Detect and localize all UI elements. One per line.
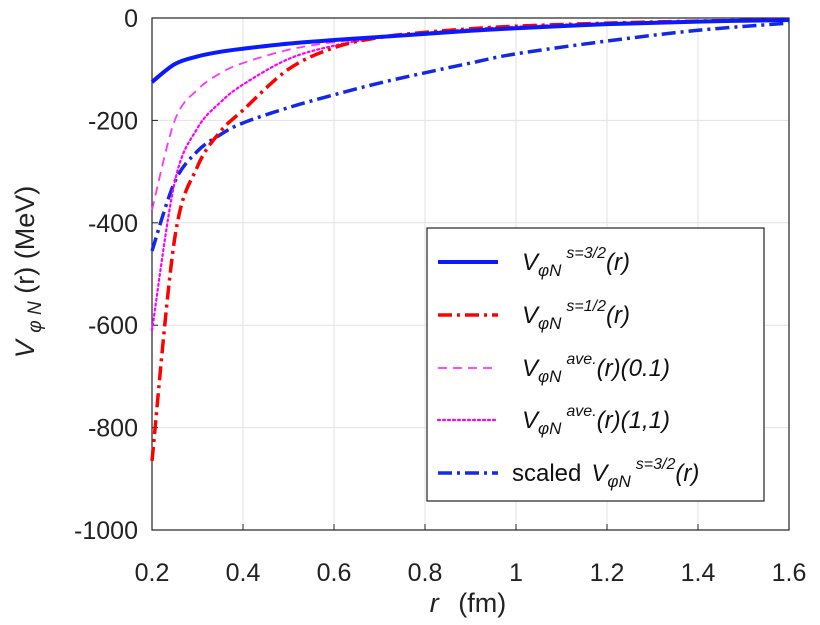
x-tick-label: 1.6 — [772, 559, 807, 587]
legend-sup: s=3/2 — [636, 456, 676, 473]
x-axis-label: r (fm) — [430, 588, 507, 618]
y-axis-label-var: V — [10, 337, 40, 358]
y-axis-label-sub: φ N — [25, 301, 46, 333]
legend-box — [426, 227, 765, 502]
legend-rest: (r) — [675, 460, 699, 487]
legend-sup: s=1/2 — [566, 298, 606, 315]
x-axis-label-var: r — [430, 588, 440, 618]
legend-label-3: VφNave.(r)(0.1) — [522, 351, 670, 386]
x-axis-label-unit: (fm) — [458, 588, 506, 618]
legend-rest: (r)(0.1) — [597, 355, 670, 382]
legend-label-4: VφNave.(r)(1,1) — [522, 403, 670, 438]
legend-rest: (r)(1,1) — [597, 407, 670, 434]
x-tick-label: 0.2 — [135, 559, 170, 587]
series-line-5 — [150, 21, 790, 252]
x-tick-label: 0.4 — [226, 559, 261, 587]
legend-rest: (r) — [606, 249, 630, 276]
legend-sub: φN — [538, 419, 562, 438]
y-tick-label: -400 — [88, 210, 138, 238]
x-tick-label: 0.6 — [317, 559, 352, 587]
legend: VφNs=3/2(r)VφNs=1/2(r)VφNave.(r)(0.1)VφN… — [426, 227, 765, 502]
x-tick-label: 0.8 — [408, 559, 443, 587]
y-tick-label: -800 — [88, 415, 138, 443]
plot-frame — [151, 17, 790, 531]
ticks: 0.2 0.4 0.6 0.8 1 1.2 1.4 1.6 -1000 -800 -600 -400 -… — [74, 5, 806, 587]
legend-sup: s=3/2 — [566, 245, 606, 262]
legend-label-5: scaled VφN s=3/2(r) — [512, 456, 699, 491]
legend-sub: φN — [607, 472, 631, 491]
legend-var: V — [522, 407, 540, 434]
legend-label-1: VφNs=3/2(r) — [522, 245, 630, 280]
legend-var: V — [522, 302, 540, 329]
series-group — [150, 17, 791, 462]
legend-sup: ave. — [566, 351, 596, 368]
x-tick-label: 1 — [509, 559, 523, 587]
legend-sub: φN — [538, 367, 562, 386]
y-axis-label-rest: (r) (MeV) — [10, 186, 40, 294]
legend-sub: φN — [538, 261, 562, 280]
legend-rest: (r) — [606, 302, 630, 329]
legend-prefix: scaled — [512, 460, 581, 487]
legend-var: V — [522, 249, 540, 276]
x-tick-label: 1.2 — [590, 559, 625, 587]
legend-var: V — [591, 460, 609, 487]
x-tick-label: 1.4 — [681, 559, 716, 587]
y-tick-label: -200 — [88, 107, 138, 135]
legend-var: V — [522, 355, 540, 382]
y-tick-label: -600 — [88, 312, 138, 340]
y-axis-label: V φ N (r) (MeV) — [10, 186, 47, 358]
legend-label-2: VφNs=1/2(r) — [522, 298, 630, 333]
legend-sub: φN — [538, 314, 562, 333]
y-tick-label: 0 — [124, 5, 138, 33]
series-line-1 — [150, 18, 790, 84]
y-tick-label: -1000 — [74, 517, 138, 545]
legend-sup: ave. — [566, 403, 596, 420]
